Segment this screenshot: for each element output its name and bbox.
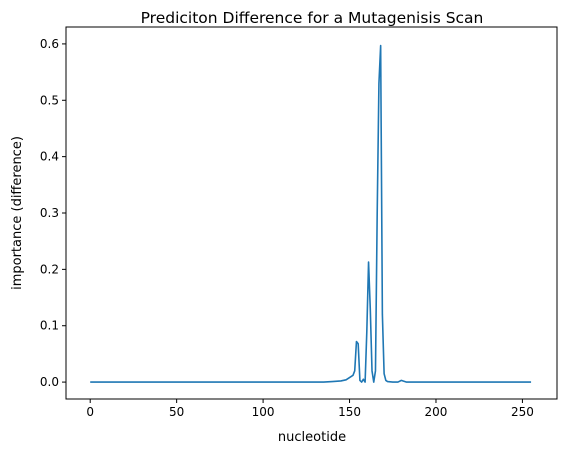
y-tick-label: 0.3: [40, 206, 59, 220]
series-line: [90, 44, 532, 383]
y-axis-label: importance (difference): [10, 136, 25, 290]
x-tick-label: 100: [252, 405, 275, 419]
x-axis: 0 50 100 150 200 250: [86, 399, 534, 419]
x-tick-label: 200: [425, 405, 448, 419]
y-tick-label: 0.5: [40, 93, 59, 107]
x-axis-label: nucleotide: [278, 430, 346, 445]
x-tick-label: 50: [169, 405, 184, 419]
y-tick-label: 0.1: [40, 319, 59, 333]
series-layer: [90, 44, 532, 383]
x-tick-label: 150: [338, 405, 361, 419]
chart-title: Prediciton Difference for a Mutagenisis …: [141, 9, 484, 27]
y-tick-label: 0.4: [40, 150, 59, 164]
x-tick-label: 250: [511, 405, 534, 419]
plot-area: [65, 26, 558, 400]
y-tick-label: 0.0: [40, 375, 59, 389]
y-tick-label: 0.6: [40, 37, 59, 51]
y-tick-label: 0.2: [40, 262, 59, 276]
x-tick-label: 0: [86, 405, 94, 419]
y-axis: 0.0 0.1 0.2 0.3 0.4 0.5 0.6: [40, 37, 66, 389]
